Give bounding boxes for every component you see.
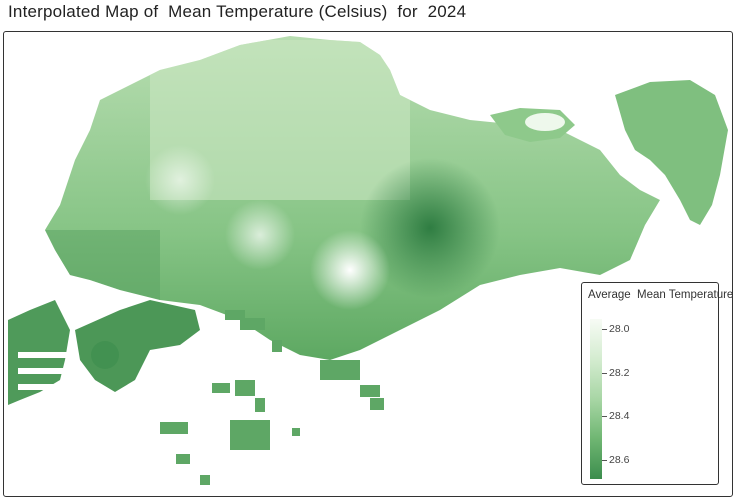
- map-frame: [3, 31, 733, 497]
- legend-tick: 28.2: [602, 367, 629, 379]
- map-title: Interpolated Map of Mean Temperature (Ce…: [8, 2, 467, 21]
- legend-title: Average Mean Temperature: [588, 289, 734, 301]
- legend-color-ramp: [590, 319, 602, 479]
- legend: Average Mean Temperature 28.0 28.2 28.4 …: [581, 282, 733, 485]
- western-shoreline-strips: [18, 352, 68, 390]
- legend-tick: 28.4: [602, 410, 629, 422]
- far-east-island: [615, 80, 728, 225]
- legend-tick: 28.6: [602, 454, 629, 466]
- southwest-island: [75, 300, 200, 392]
- southern-islets: [160, 310, 384, 485]
- legend-tick: 28.0: [602, 323, 629, 335]
